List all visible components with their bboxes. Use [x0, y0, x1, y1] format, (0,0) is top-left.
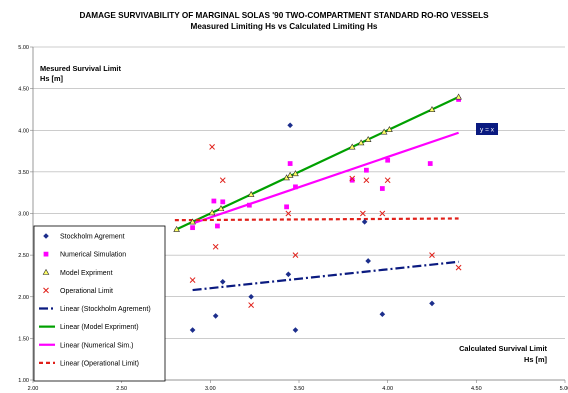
point-s3-7	[349, 175, 356, 182]
point-s0-10	[429, 300, 435, 307]
point-s2-14	[455, 93, 462, 100]
point-s3-5	[285, 210, 292, 217]
point-s2-12	[386, 125, 393, 132]
point-s3-8	[359, 210, 366, 217]
y-axis-label-line-1: Mesured Survival Limit	[40, 64, 121, 73]
point-s1-5	[284, 204, 289, 210]
y-tick-label-6: 4.00	[18, 128, 29, 134]
y-tick-label-1: 1.50	[18, 336, 29, 342]
point-s1-1	[211, 198, 217, 204]
point-s1-8	[349, 177, 355, 183]
point-s0-7	[361, 219, 368, 225]
point-s2-9	[357, 139, 365, 146]
legend-label-3: Operational Limit	[60, 288, 113, 295]
point-s2-13	[428, 106, 436, 112]
point-s0-2	[219, 278, 226, 285]
point-s0-5	[287, 122, 293, 129]
point-s3-6	[292, 252, 299, 258]
legend-label-6: Linear (Numerical Sim.)	[60, 342, 134, 349]
point-s3-0	[189, 277, 196, 283]
point-s3-12	[429, 252, 435, 258]
legend-symbol-3	[43, 287, 49, 294]
legend-label-0: Stockholm Agrement	[60, 234, 125, 241]
y-axis-label-line-2: Hs [m]	[40, 74, 64, 83]
point-s3-3	[219, 177, 226, 184]
data-points	[173, 93, 462, 333]
point-s1-11	[385, 157, 391, 163]
point-s2-8	[348, 143, 356, 150]
x-tick-label-4: 4.00	[382, 386, 393, 392]
legend: Stockholm Agrement Numerical Simulation Mo…	[33, 225, 166, 382]
point-s0-6	[292, 327, 299, 333]
point-s2-10	[364, 135, 372, 142]
point-s1-9	[364, 167, 369, 173]
point-s1-12	[427, 161, 433, 166]
point-s0-4	[285, 271, 292, 278]
legend-label-2: Model Expriment	[60, 270, 113, 277]
legend-label-5: Linear (Model Expriment)	[60, 324, 139, 331]
y-equals-x-annotation: y = x	[476, 123, 498, 135]
chart-title: DAMAGE SURVIVABILITY OF MARGINAL SOLAS '…	[79, 11, 489, 20]
point-s3-2	[212, 243, 219, 250]
tick-labels: 1.00 1.50 2.00 2.50 3.00 3.50 4.00 4.50 5.00 2.00…	[18, 45, 568, 392]
point-s2-6	[286, 171, 294, 178]
point-s1-4	[246, 202, 252, 208]
x-tick-label-2: 3.00	[205, 386, 216, 392]
point-s1-3	[220, 199, 226, 205]
legend-symbol-0	[43, 233, 49, 239]
legend-symbol-2	[42, 268, 50, 275]
point-s0-1	[212, 313, 219, 319]
point-s1-10	[379, 186, 385, 191]
point-s1-0	[190, 225, 195, 231]
x-tick-label-3: 3.50	[294, 386, 305, 392]
annotation-box	[476, 123, 498, 135]
x-tick-label-5: 4.50	[471, 386, 482, 392]
point-s2-11	[380, 128, 388, 135]
point-s3-11	[384, 177, 391, 184]
point-s3-1	[209, 144, 215, 150]
point-s1-6	[287, 161, 293, 166]
point-s2-3	[217, 205, 225, 212]
point-s0-3	[248, 293, 254, 300]
annotation-label: y = x	[480, 127, 495, 134]
point-s2-2	[208, 209, 216, 216]
y-tick-label-8: 5.00	[18, 45, 29, 51]
trendline-2	[192, 131, 459, 225]
point-s0-8	[365, 258, 371, 264]
y-tick-label-4: 3.00	[18, 212, 29, 218]
point-s3-10	[379, 210, 386, 217]
y-tick-label-3: 2.50	[18, 253, 29, 259]
point-s0-0	[189, 327, 196, 333]
legend-label-1: Numerical Simulation	[60, 252, 126, 259]
x-axis-label-line-2: Hs [m]	[524, 355, 548, 364]
y-tick-label-0: 1.00	[18, 378, 29, 384]
chart-subtitle: Measured Limiting Hs vs Calculated Limit…	[191, 22, 378, 31]
y-tick-label-2: 2.00	[18, 295, 29, 301]
y-tick-label-7: 4.50	[18, 87, 29, 93]
point-s2-0	[173, 225, 180, 232]
y-tick-label-5: 3.50	[18, 170, 29, 176]
point-s1-7	[293, 184, 298, 190]
point-s0-9	[379, 311, 386, 318]
x-tick-label-0: 2.00	[28, 386, 39, 392]
trendline-3	[174, 217, 459, 222]
point-s3-4	[248, 302, 254, 308]
x-tick-label-1: 2.50	[116, 386, 127, 392]
point-s2-4	[247, 190, 255, 197]
x-tick-label-6: 5.00	[560, 386, 568, 392]
point-s2-7	[292, 170, 299, 177]
legend-box	[33, 225, 166, 382]
trendline-0	[192, 260, 459, 292]
point-s1-2	[215, 223, 220, 229]
legend-label-7: Linear (Operational Limit)	[60, 360, 139, 367]
legend-symbol-1	[43, 251, 49, 257]
legend-label-4: Linear (Stockholm Agrement)	[60, 306, 151, 313]
point-s2-1	[189, 218, 196, 225]
point-s3-9	[363, 177, 370, 184]
x-axis-label-line-1: Calculated Survival Limit	[459, 344, 547, 353]
point-s3-13	[455, 264, 462, 271]
